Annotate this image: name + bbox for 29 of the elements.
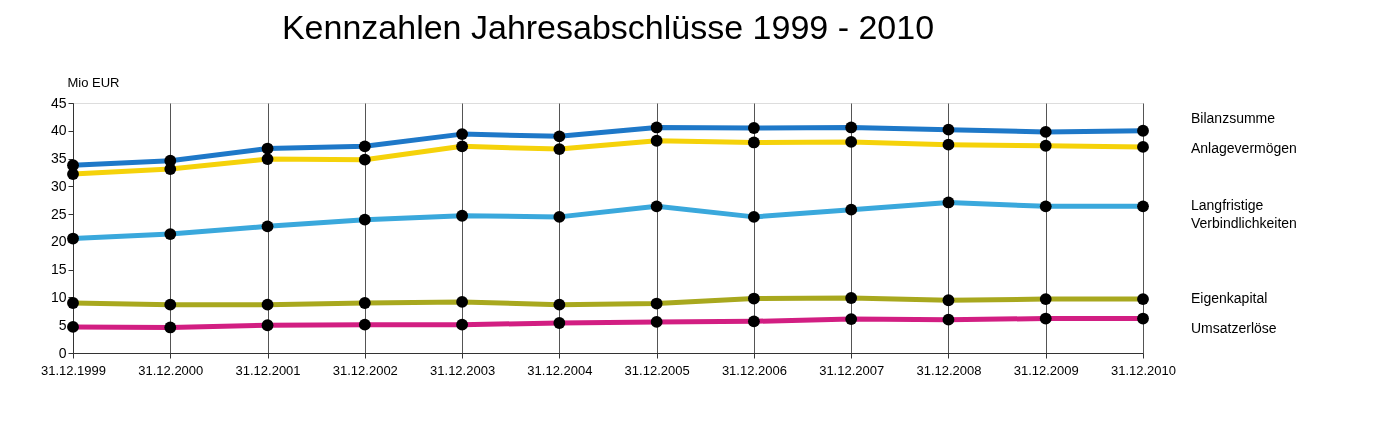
y-tick-label: 5 xyxy=(58,316,67,333)
text: Umsatzerlöse xyxy=(1191,320,1277,337)
y-tick-label: 20 xyxy=(50,233,67,250)
x-tick-label: 31.12.2001 xyxy=(235,362,301,378)
x-tick-label: 31.12.2004 xyxy=(527,362,593,378)
x-tick-label: 31.12.2008 xyxy=(916,362,982,378)
y-tick-label: 45 xyxy=(50,94,67,111)
y-tick-label: 40 xyxy=(50,122,67,139)
y-tick-label: 25 xyxy=(50,205,67,222)
y-axis-title: Mio EUR xyxy=(67,74,120,90)
y-tick-label: 0 xyxy=(58,344,67,361)
text: Anlagevermögen xyxy=(1191,139,1297,156)
x-tick-label: 31.12.2007 xyxy=(819,362,885,378)
y-tick-label: 10 xyxy=(50,288,67,305)
x-tick-label: 31.12.2005 xyxy=(624,362,690,378)
text: Eigenkapital xyxy=(1191,290,1268,307)
y-tick-label: 35 xyxy=(50,150,67,167)
y-tick-label: 30 xyxy=(50,177,67,194)
y-tick-label: 15 xyxy=(50,261,67,278)
x-tick-label: 31.12.2003 xyxy=(430,362,496,378)
x-tick-label: 31.12.2010 xyxy=(1110,362,1177,378)
x-tick-label: 31.12.1999 xyxy=(40,362,107,378)
x-tick-label: 31.12.2002 xyxy=(332,362,398,378)
x-tick-label: 31.12.2009 xyxy=(1013,362,1079,378)
text: Langfristige Verbindlichkeiten xyxy=(1191,197,1297,232)
chart-title: Kennzahlen Jahresabschlüsse 1999 - 2010 xyxy=(281,8,935,46)
text: Bilanzsumme xyxy=(1191,109,1276,126)
x-tick-label: 31.12.2006 xyxy=(721,362,787,378)
x-tick-label: 31.12.2000 xyxy=(138,362,204,378)
